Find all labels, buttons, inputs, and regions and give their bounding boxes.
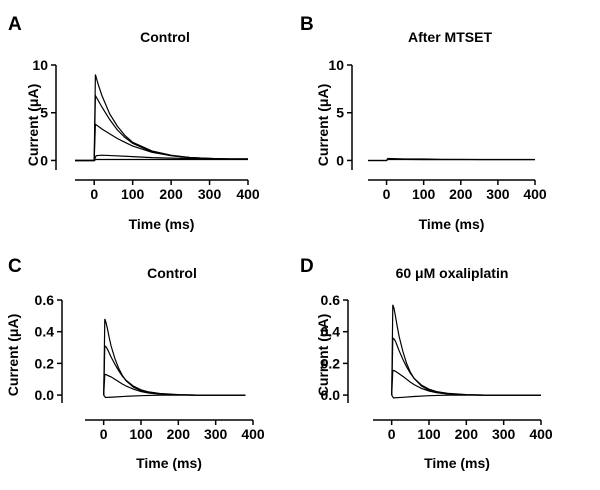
- y-tick-label: 0.0: [35, 387, 55, 403]
- y-tick-label: 10: [328, 57, 344, 73]
- y-tick-label: 0.4: [35, 324, 55, 340]
- x-axis-label: Time (ms): [136, 455, 202, 471]
- y-tick-label: 5: [336, 105, 344, 121]
- current-trace: [368, 158, 535, 162]
- x-tick-label: 200: [159, 186, 183, 202]
- x-tick-label: 100: [121, 186, 145, 202]
- y-axis-label: Current (μA): [315, 84, 331, 166]
- current-trace: [103, 318, 246, 396]
- panel-c: C Control 0.0 0.2 0.4 0.6 0 100 200 300 400 Time (m…: [5, 256, 265, 471]
- x-tick-label: 200: [455, 426, 479, 442]
- current-trace: [391, 394, 541, 399]
- current-trace: [75, 122, 248, 162]
- current-trace: [103, 373, 246, 396]
- y-tick-label: 0.0: [321, 387, 341, 403]
- x-tick-label: 0: [90, 186, 98, 202]
- y-tick-label: 0.2: [321, 355, 341, 371]
- x-tick-label: 200: [449, 186, 473, 202]
- y-tick-label: 0: [336, 152, 344, 168]
- x-tick-label: 0: [100, 426, 108, 442]
- x-tick-label: 300: [198, 186, 222, 202]
- y-tick-label: 0.6: [35, 292, 55, 308]
- x-tick-label: 300: [204, 426, 228, 442]
- current-trace: [391, 304, 541, 396]
- panel-title: Control: [140, 29, 190, 45]
- x-tick-label: 400: [236, 186, 260, 202]
- x-tick-label: 400: [529, 426, 553, 442]
- x-axis-label: Time (ms): [424, 455, 490, 471]
- x-tick-label: 100: [417, 426, 441, 442]
- x-tick-label: 0: [388, 426, 396, 442]
- y-tick-label: 0.4: [321, 324, 341, 340]
- current-trace: [391, 336, 541, 396]
- panel-letter: B: [300, 14, 314, 35]
- panel-letter: D: [300, 256, 314, 277]
- panel-title: After MTSET: [408, 29, 492, 45]
- current-trace: [75, 74, 248, 162]
- x-tick-label: 400: [523, 186, 547, 202]
- current-trace: [103, 394, 246, 399]
- current-trace: [75, 158, 248, 162]
- panel-letter: A: [8, 14, 22, 35]
- y-tick-label: 10: [32, 57, 48, 73]
- y-tick-label: 0: [40, 152, 48, 168]
- y-tick-label: 5: [40, 105, 48, 121]
- x-axis-label: Time (ms): [129, 216, 195, 232]
- x-tick-label: 200: [167, 426, 191, 442]
- panel-title: Control: [147, 265, 197, 281]
- x-tick-label: 400: [241, 426, 265, 442]
- y-axis-label: Current (μA): [25, 84, 41, 166]
- x-axis-label: Time (ms): [419, 216, 485, 232]
- y-axis-label: Current (μA): [5, 314, 21, 396]
- y-axis-label: Current (μA): [315, 314, 331, 396]
- x-tick-label: 300: [492, 426, 516, 442]
- current-trace: [391, 369, 541, 396]
- y-tick-label: 0.6: [321, 292, 341, 308]
- panel-letter: C: [8, 256, 22, 277]
- x-tick-label: 100: [129, 426, 153, 442]
- panel-title: 60 μM oxaliplatin: [396, 265, 509, 281]
- y-tick-label: 0.2: [35, 355, 55, 371]
- current-trace: [103, 344, 246, 396]
- x-tick-label: 100: [412, 186, 436, 202]
- x-tick-label: 0: [383, 186, 391, 202]
- panel-d: D 60 μM oxaliplatin 0.0 0.2 0.4 0.6 0 100 200 300…: [300, 256, 553, 471]
- x-tick-label: 300: [486, 186, 510, 202]
